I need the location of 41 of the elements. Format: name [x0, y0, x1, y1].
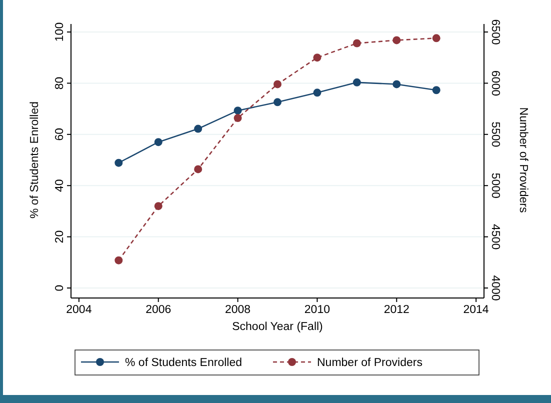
point	[392, 36, 401, 44]
legend-label: % of Students Enrolled	[125, 357, 242, 369]
y-tick-label: 100	[54, 22, 66, 42]
y2-tick-label: 4500	[489, 224, 501, 250]
y2-tick-label: 6000	[489, 70, 501, 96]
y-tick-label: 40	[54, 179, 66, 192]
point	[154, 202, 162, 210]
y2-axis-title: Number of Providers	[517, 107, 529, 213]
point	[432, 34, 440, 42]
point	[194, 165, 202, 174]
y-axis-title: % of Students Enrolled	[29, 102, 41, 218]
x-tick-label: 2004	[66, 304, 92, 316]
point	[313, 88, 322, 97]
y-tick-label: 0	[54, 284, 66, 292]
y2-tick-label: 6500	[489, 19, 501, 45]
point	[154, 138, 162, 146]
point	[274, 80, 282, 88]
point	[432, 86, 440, 94]
point	[194, 124, 202, 133]
point	[313, 54, 322, 62]
point	[352, 39, 361, 48]
y2-tick-label: 5000	[489, 172, 501, 198]
y-tick-label: 80	[54, 76, 66, 90]
point	[234, 114, 242, 122]
x-tick-label: 2006	[146, 304, 172, 316]
point	[114, 158, 123, 167]
y-tick-label: 60	[54, 128, 66, 141]
x-tick-label: 2010	[304, 304, 330, 316]
y-tick-label: 20	[54, 230, 66, 244]
point	[352, 78, 361, 86]
point	[392, 80, 401, 88]
x-tick-label: 2014	[463, 304, 490, 316]
x-tick-label: 2012	[384, 304, 410, 316]
y2-tick-label: 4000	[489, 275, 501, 301]
point	[234, 106, 242, 115]
x-axis-title: School Year (Fall)	[232, 321, 324, 333]
point	[274, 98, 282, 106]
point	[114, 256, 123, 264]
y2-tick-label: 5500	[489, 122, 501, 148]
legend-label: Number of Providers	[317, 357, 423, 369]
x-tick-label: 2008	[224, 304, 251, 316]
